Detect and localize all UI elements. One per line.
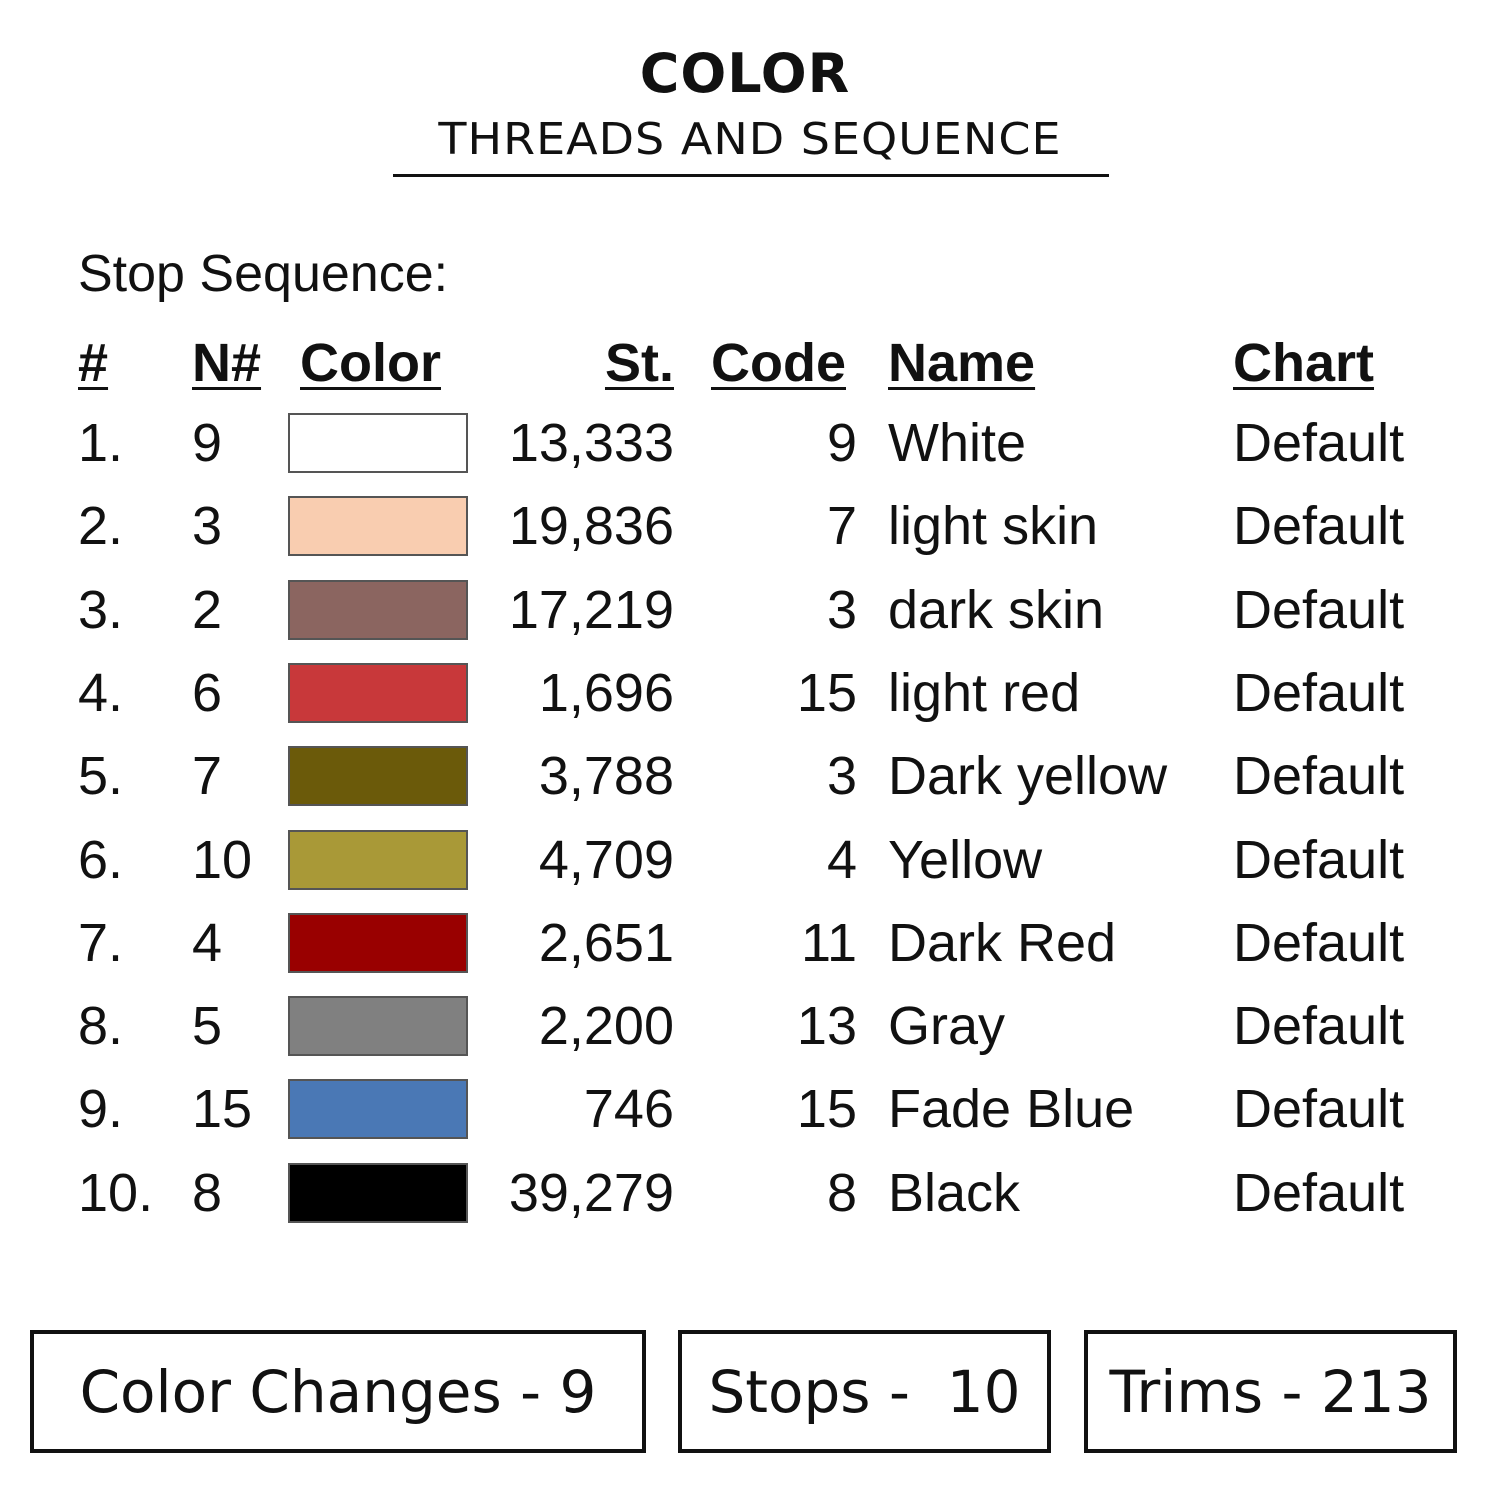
thread-chart: Default xyxy=(1233,746,1405,807)
color-swatch xyxy=(288,912,468,973)
column-header-name: Name xyxy=(888,333,1036,393)
thread-code: 4 xyxy=(826,829,857,890)
table-row: 5. 7 3,788 3 Dark yellow Default xyxy=(0,746,1500,829)
color-swatch xyxy=(288,746,468,807)
stitch-count: 19,836 xyxy=(508,496,674,557)
row-number: 10. xyxy=(78,1162,154,1223)
column-header-code: Code xyxy=(711,333,846,393)
thread-chart: Default xyxy=(1233,662,1405,723)
needle-number: 15 xyxy=(192,1079,253,1140)
row-number: 1. xyxy=(78,413,124,473)
needle-number: 8 xyxy=(192,1162,223,1223)
title-divider xyxy=(393,174,1109,177)
thread-chart: Default xyxy=(1233,912,1405,973)
color-changes-box: Color Changes - 9 xyxy=(30,1330,646,1453)
section-label: Stop Sequence: xyxy=(78,245,449,303)
stitch-count: 746 xyxy=(583,1079,674,1140)
row-number: 9. xyxy=(78,1079,124,1140)
thread-code: 8 xyxy=(826,1162,857,1223)
thread-name: dark skin xyxy=(888,579,1105,640)
thread-code: 13 xyxy=(796,996,857,1057)
thread-name: Fade Blue xyxy=(888,1079,1135,1140)
color-swatch xyxy=(288,413,468,473)
table-row: 6. 10 4,709 4 Yellow Default xyxy=(0,829,1500,913)
needle-number: 5 xyxy=(192,996,223,1057)
stitch-count: 1,696 xyxy=(538,662,674,723)
row-number: 4. xyxy=(78,662,124,723)
stitch-count: 13,333 xyxy=(508,413,674,473)
thread-chart: Default xyxy=(1233,496,1405,557)
thread-name: light red xyxy=(888,662,1081,723)
row-number: 3. xyxy=(78,579,124,640)
stitch-count: 17,219 xyxy=(508,579,674,640)
color-swatch xyxy=(288,579,468,640)
needle-number: 3 xyxy=(192,496,223,557)
table-row: 9. 15 746 15 Fade Blue Default xyxy=(0,1079,1500,1162)
column-header-needle: N# xyxy=(192,333,262,393)
column-header-number: # xyxy=(78,333,109,393)
thread-name: Dark yellow xyxy=(888,746,1168,807)
thread-code: 11 xyxy=(800,912,857,973)
thread-code: 3 xyxy=(826,579,857,640)
table-row: 7. 4 2,651 11 Dark Red Default xyxy=(0,912,1500,996)
column-header-stitches: St. xyxy=(604,333,674,393)
thread-chart: Default xyxy=(1233,829,1405,890)
needle-number: 2 xyxy=(192,579,223,640)
thread-chart: Default xyxy=(1233,1079,1405,1140)
table-row: 4. 6 1,696 15 light red Default xyxy=(0,662,1500,746)
thread-code: 3 xyxy=(826,746,857,807)
table-row: 1. 9 13,333 9 White Default xyxy=(0,413,1500,496)
thread-name: light skin xyxy=(888,496,1099,557)
color-swatch xyxy=(288,1162,468,1223)
thread-chart: Default xyxy=(1233,579,1405,640)
thread-name: Dark Red xyxy=(888,912,1117,973)
stops-box: Stops - 10 xyxy=(678,1330,1051,1453)
stitch-count: 4,709 xyxy=(538,829,674,890)
table-row: 10. 8 39,279 8 Black Default xyxy=(0,1162,1500,1246)
stitch-count: 2,651 xyxy=(538,912,674,973)
needle-number: 6 xyxy=(192,662,223,723)
needle-number: 7 xyxy=(192,746,223,807)
row-number: 7. xyxy=(78,912,124,973)
thread-chart: Default xyxy=(1233,413,1405,473)
thread-name: Yellow xyxy=(888,829,1043,890)
column-header-chart: Chart xyxy=(1233,333,1375,393)
needle-number: 9 xyxy=(192,413,223,473)
thread-chart: Default xyxy=(1233,1162,1405,1223)
color-swatch xyxy=(288,996,468,1057)
color-swatch xyxy=(288,662,468,723)
table-row: 2. 3 19,836 7 light skin Default xyxy=(0,496,1500,579)
thread-name: Black xyxy=(888,1162,1021,1223)
row-number: 6. xyxy=(78,829,124,890)
stitch-count: 2,200 xyxy=(538,996,674,1057)
thread-code: 7 xyxy=(826,496,857,557)
page-title: COLOR xyxy=(639,42,851,105)
stitch-count: 39,279 xyxy=(508,1162,674,1223)
row-number: 2. xyxy=(78,496,124,557)
table-row: 3. 2 17,219 3 dark skin Default xyxy=(0,579,1500,663)
thread-code: 15 xyxy=(796,1079,857,1140)
row-number: 5. xyxy=(78,746,124,807)
color-swatch xyxy=(288,496,468,557)
thread-name: White xyxy=(888,413,1027,473)
color-swatch xyxy=(288,829,468,890)
stitch-count: 3,788 xyxy=(538,746,674,807)
color-swatch xyxy=(288,1079,468,1140)
table-row: 8. 5 2,200 13 Gray Default xyxy=(0,996,1500,1079)
thread-name: Gray xyxy=(888,996,1006,1057)
thread-chart: Default xyxy=(1233,996,1405,1057)
page-subtitle: THREADS AND SEQUENCE xyxy=(438,113,1062,165)
needle-number: 10 xyxy=(192,829,253,890)
thread-code: 15 xyxy=(796,662,857,723)
needle-number: 4 xyxy=(192,912,223,973)
trims-box: Trims - 213 xyxy=(1084,1330,1457,1453)
row-number: 8. xyxy=(78,996,124,1057)
column-header-color: Color xyxy=(300,333,441,393)
thread-code: 9 xyxy=(826,413,857,473)
